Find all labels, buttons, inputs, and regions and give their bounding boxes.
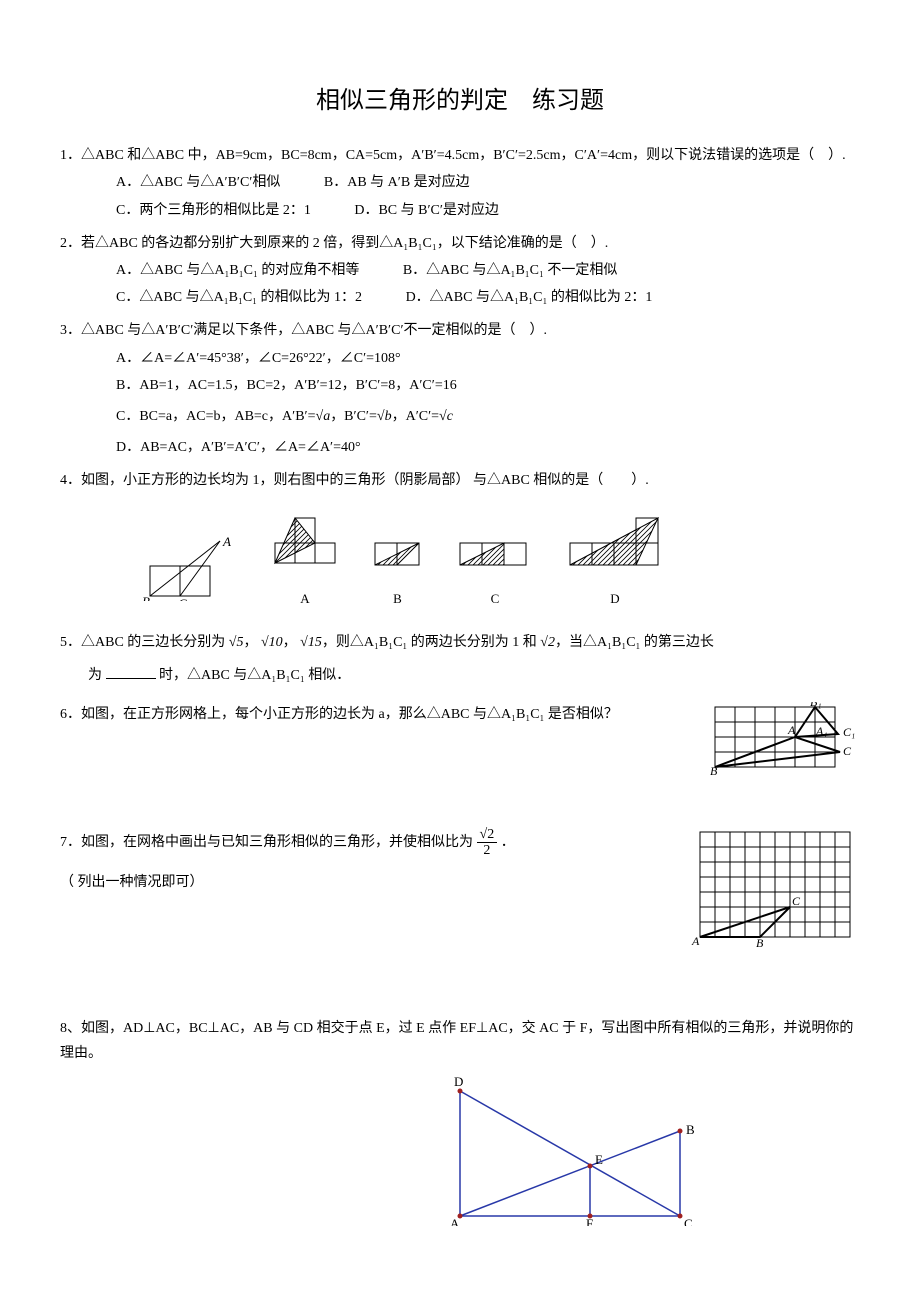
q8-le: E [595, 1152, 603, 1167]
q3c-prefix: C．BC=a，AC=b，AB=c，A′B′= [116, 409, 316, 424]
page-title: 相似三角形的判定 练习题 [60, 80, 860, 123]
q6-lb: B [710, 764, 718, 777]
sqrt-15: 15 [308, 635, 322, 650]
q6-lc: C [843, 744, 852, 758]
q5-m2: ， [283, 635, 297, 650]
question-2: 2．若△ABC 的各边都分别扩大到原来的 2 倍，得到△A₁B₁C₁，以下结论准… [60, 231, 860, 311]
q4-label-c: C [178, 596, 187, 601]
q8-lf: F [586, 1216, 593, 1226]
q6-la: A [787, 723, 796, 737]
q3-opt-d: D．AB=AC，A′B′=A′C′，∠A=∠A′=40° [116, 435, 860, 460]
sqrt-10: 10 [269, 635, 283, 650]
q6-la1: A₁ [815, 724, 828, 738]
q6-figure: B A C B₁ A₁ C₁ [710, 702, 860, 786]
q5-m4: ，当△A₁B₁C₁ 的第三边长 [555, 635, 714, 650]
q4-reference-figure: A B C [140, 536, 240, 610]
question-4: 4．如图，小正方形的边长均为 1，则右图中的三角形（阴影局部） 与△ABC 相似… [60, 468, 860, 610]
q2-opt-a: A．△ABC 与△A₁B₁C₁ 的对应角不相等 [116, 258, 359, 283]
question-6: 6．如图，在正方形网格上，每个小正方形的边长为 a，那么△ABC 与△A₁B₁C… [60, 702, 860, 786]
q7-suffix: ． [501, 835, 515, 850]
q4-text: 4．如图，小正方形的边长均为 1，则右图中的三角形（阴影局部） 与△ABC 相似… [60, 468, 860, 493]
q4-option-a-figure: A [270, 513, 340, 610]
q6-text: 6．如图，在正方形网格上，每个小正方形的边长为 a，那么△ABC 与△A₁B₁C… [60, 702, 690, 727]
q8-lb: B [686, 1122, 695, 1137]
q1-opt-a: A．△ABC 与△A′B′C′相似 [116, 170, 280, 195]
q3-text: 3．△ABC 与△A′B′C′满足以下条件，△ABC 与△A′B′C′不一定相似… [60, 318, 860, 343]
q1-opt-c: C．两个三角形的相似比是 2：1 [116, 198, 311, 223]
q7-note: （ 列出一种情况即可） [60, 870, 670, 895]
question-3: 3．△ABC 与△A′B′C′满足以下条件，△ABC 与△A′B′C′不一定相似… [60, 318, 860, 460]
q4-opt-a-label: A [270, 587, 340, 610]
q4-opt-c-label: C [455, 587, 535, 610]
q5-m1: ， [243, 635, 257, 650]
q5-blank [106, 665, 156, 679]
q3-opt-a: A．∠A=∠A′=45°38′，∠C=26°22′，∠C′=108° [116, 346, 860, 371]
q8-ld: D [454, 1076, 463, 1089]
q8-lc: C [684, 1216, 693, 1226]
q7-prefix: 7．如图，在网格中画出与已知三角形相似的三角形，并使相似比为 [60, 835, 473, 850]
q5-m3: ，则△A₁B₁C₁ 的两边长分别为 1 和 [322, 635, 537, 650]
q4-option-c-figure: C [455, 533, 535, 610]
q5-prefix: 5．△ABC 的三边长分别为 [60, 635, 225, 650]
q7-fraction: √22 [477, 827, 498, 859]
q4-label-a: A [222, 536, 231, 549]
q6-lb1: B₁ [810, 702, 822, 709]
q3-opt-c: C．BC=a，AC=b，AB=c，A′B′=√a，B′C′=√b，A′C′=√c [116, 404, 860, 429]
sqrt-2b: 2 [487, 827, 494, 842]
q2-opt-d: D．△ABC 与△A₁B₁C₁ 的相似比为 2：1 [406, 285, 653, 310]
sqrt-c: c [447, 409, 453, 424]
question-8: 8、如图，AD⊥AC，BC⊥AC，AB 与 CD 相交于点 E，过 E 点作 E… [60, 1016, 860, 1236]
q1-opt-b: B．AB 与 A′B 是对应边 [324, 170, 470, 195]
q2-opt-c: C．△ABC 与△A₁B₁C₁ 的相似比为 1：2 [116, 285, 362, 310]
q2-opt-b: B．△ABC 与△A₁B₁C₁ 不一定相似 [403, 258, 618, 283]
q2-text: 2．若△ABC 的各边都分别扩大到原来的 2 倍，得到△A₁B₁C₁，以下结论准… [60, 231, 860, 256]
q4-label-b: B [142, 594, 150, 601]
q8-figure: D B E A F C [440, 1076, 860, 1235]
question-1: 1．△ABC 和△ABC 中，AB=9cm，BC=8cm，CA=5cm，A′B′… [60, 143, 860, 223]
q8-la: A [450, 1216, 460, 1226]
q4-opt-b-label: B [370, 587, 425, 610]
q5-l2-prefix: 为 [88, 668, 102, 683]
q3c-m2: ，A′C′= [392, 409, 439, 424]
q7-figure: A B C [690, 827, 860, 956]
q8-text: 8、如图，AD⊥AC，BC⊥AC，AB 与 CD 相交于点 E，过 E 点作 E… [60, 1016, 860, 1066]
sqrt-2: 2 [548, 635, 555, 650]
q5-l2-suffix: 时，△ABC 与△A₁B₁C₁ 相似． [159, 668, 350, 683]
q4-option-b-figure: B [370, 533, 425, 610]
q1-text: 1．△ABC 和△ABC 中，AB=9cm，BC=8cm，CA=5cm，A′B′… [60, 143, 860, 168]
q3c-m1: ，B′C′= [330, 409, 377, 424]
question-7: 7．如图，在网格中画出与已知三角形相似的三角形，并使相似比为 √22 ． （ 列… [60, 827, 860, 956]
q4-option-d-figure: D [565, 513, 665, 610]
question-5: 5．△ABC 的三边长分别为 √5， √10， √15，则△A₁B₁C₁ 的两边… [60, 630, 860, 688]
q1-opt-d: D．BC 与 B′C′是对应边 [354, 198, 499, 223]
q7-lb: B [756, 936, 764, 947]
sqrt-b: b [385, 409, 392, 424]
q3-opt-b: B．AB=1，AC=1.5，BC=2，A′B′=12，B′C′=8，A′C′=1… [116, 373, 860, 398]
q7-lc: C [792, 894, 801, 908]
q7-la: A [691, 934, 700, 947]
q4-opt-d-label: D [565, 587, 665, 610]
q6-lc1: C₁ [843, 725, 855, 739]
